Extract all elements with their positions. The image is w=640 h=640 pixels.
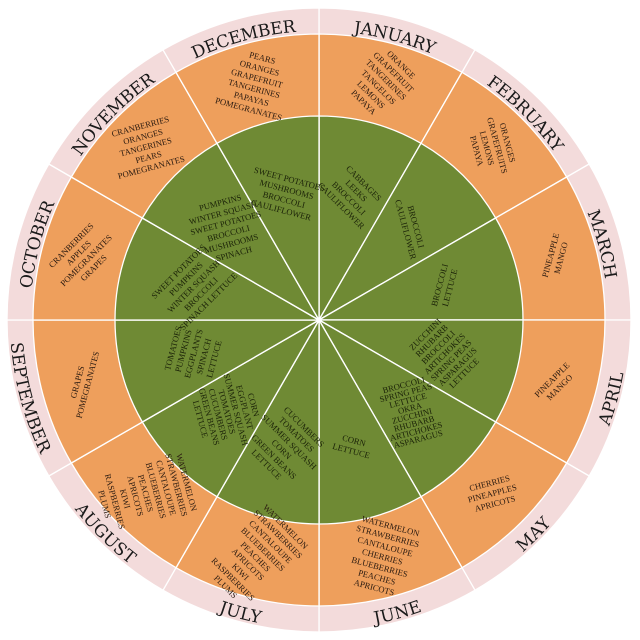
veg-sector-april xyxy=(316,319,524,423)
veg-sector-august xyxy=(141,318,321,498)
veg-sector-july xyxy=(216,317,320,525)
veg-sector-september xyxy=(114,319,322,423)
veg-sector-january xyxy=(318,115,422,323)
veg-sector-october xyxy=(114,217,322,321)
veg-sector-december xyxy=(216,115,320,323)
veg-sector-february xyxy=(317,142,497,322)
wheel-sectors xyxy=(6,7,632,633)
veg-sector-march xyxy=(316,217,524,321)
veg-sector-may xyxy=(317,318,497,498)
veg-sector-november xyxy=(141,142,321,322)
veg-sector-june xyxy=(318,317,422,525)
